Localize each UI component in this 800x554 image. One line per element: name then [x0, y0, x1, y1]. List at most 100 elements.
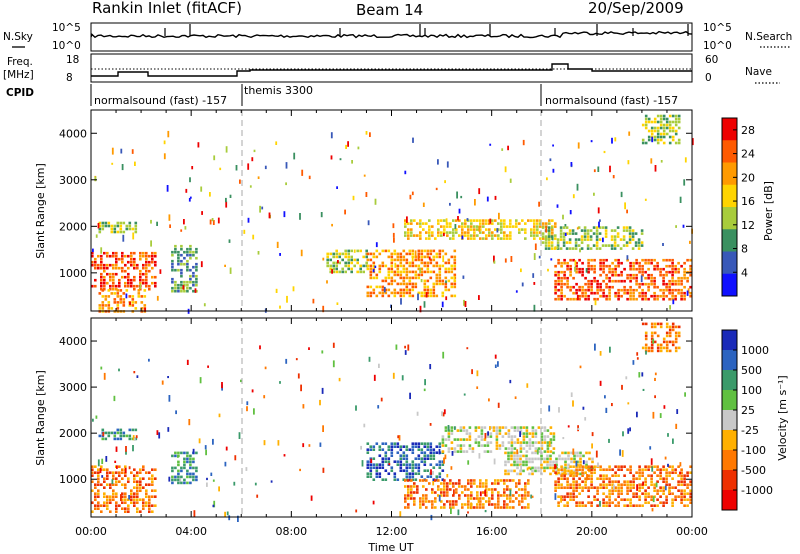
- echo-cell: [653, 264, 656, 268]
- echo-cell: [443, 482, 446, 485]
- echo-cell: [602, 477, 605, 480]
- echo-cell: [575, 465, 578, 468]
- echo-cell: [632, 486, 635, 489]
- echo-cell: [119, 227, 123, 231]
- echo-speck: [263, 395, 266, 399]
- echo-cell: [671, 501, 674, 504]
- echo-cell: [653, 294, 656, 298]
- cpid-strip: CPID normalsound (fast) -157 themis 3300…: [6, 84, 678, 107]
- echo-cell: [467, 500, 470, 503]
- echo-speck: [462, 275, 465, 279]
- echo-cell: [575, 468, 578, 471]
- echo-cell: [578, 468, 581, 471]
- echo-cell: [124, 275, 127, 279]
- echo-cell: [622, 229, 626, 232]
- echo-speck: [210, 472, 213, 476]
- echo-cell: [637, 241, 641, 244]
- echo-cell: [122, 292, 126, 295]
- echo-cell: [519, 472, 522, 476]
- echo-cell: [461, 503, 464, 506]
- echo-cell: [650, 273, 653, 277]
- echo-cell: [581, 468, 584, 471]
- echo-cell: [557, 297, 560, 301]
- echo-cell: [662, 492, 665, 495]
- echo-cell: [598, 247, 602, 250]
- echo-cell: [133, 501, 136, 504]
- echo-speck: [686, 290, 689, 296]
- echo-cell: [456, 444, 460, 447]
- echo-cell: [611, 267, 614, 271]
- echo-cell: [332, 252, 335, 256]
- echo-speck: [494, 195, 497, 200]
- echo-cell: [605, 495, 608, 498]
- echo-speck: [133, 371, 136, 374]
- echo-cell: [338, 252, 341, 256]
- echo-cell: [680, 282, 683, 286]
- echo-cell: [623, 279, 626, 283]
- echo-cell: [650, 282, 653, 286]
- echo-speck: [456, 191, 458, 199]
- echo-cell: [115, 501, 118, 504]
- echo-cell: [530, 234, 533, 237]
- echo-cell: [647, 468, 650, 471]
- echo-cell: [405, 261, 409, 265]
- echo-cell: [599, 468, 602, 471]
- echo-cell: [671, 135, 675, 139]
- echo-cell: [541, 226, 545, 229]
- echo-cell: [552, 466, 555, 470]
- echo-cell: [133, 468, 136, 471]
- echo-cell: [659, 343, 663, 347]
- echo-cell: [599, 294, 602, 298]
- echo-speck: [691, 138, 694, 146]
- echo-cell: [359, 270, 362, 274]
- echo-cell: [426, 445, 430, 448]
- echo-cell: [455, 219, 458, 222]
- echo-cell: [605, 477, 608, 480]
- echo-cell: [552, 438, 556, 441]
- echo-cell: [128, 437, 132, 441]
- echo-cell: [435, 252, 439, 256]
- echo-cell: [177, 256, 180, 260]
- echo-cell: [464, 488, 467, 491]
- echo-cell: [525, 450, 529, 453]
- echo-speck: [659, 413, 662, 418]
- echo-cell: [183, 457, 186, 461]
- echo-cell: [366, 466, 370, 469]
- echo-speck: [562, 214, 564, 220]
- echo-cell: [444, 438, 448, 441]
- echo-cell: [554, 273, 557, 277]
- echo-cell: [488, 219, 491, 222]
- echo-speck: [218, 486, 220, 492]
- echo-cell: [420, 261, 424, 265]
- echo-cell: [142, 278, 145, 282]
- echo-cell: [369, 264, 373, 268]
- echo-cell: [186, 472, 189, 476]
- echo-cell: [653, 117, 657, 121]
- echo-cell: [547, 244, 551, 247]
- echo-cell: [512, 500, 515, 503]
- echo-cell: [575, 264, 578, 268]
- echo-speck: [168, 476, 171, 482]
- echo-cell: [136, 492, 139, 495]
- echo-cell: [338, 261, 341, 265]
- echo-speck: [345, 144, 347, 149]
- echo-cell: [638, 495, 641, 498]
- echo-cell: [542, 237, 545, 240]
- echo-cell: [638, 267, 641, 271]
- echo-cell: [650, 346, 654, 350]
- echo-speck: [95, 415, 98, 419]
- echo-cell: [522, 438, 526, 441]
- echo-cell: [464, 222, 467, 225]
- echo-cell: [653, 297, 656, 301]
- echo-cell: [390, 451, 394, 454]
- echo-cell: [142, 504, 145, 507]
- echo-speck: [251, 157, 254, 162]
- echo-cell: [435, 451, 439, 454]
- echo-cell: [440, 482, 443, 485]
- echo-cell: [683, 285, 686, 289]
- echo-cell: [399, 270, 403, 274]
- echo-cell: [405, 273, 409, 277]
- echo-cell: [525, 432, 529, 435]
- echo-cell: [617, 264, 620, 268]
- echo-cell: [429, 288, 433, 292]
